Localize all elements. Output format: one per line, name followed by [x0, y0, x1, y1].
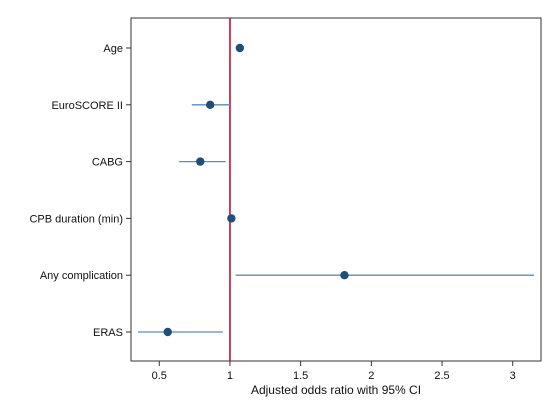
category-label: CABG [92, 157, 123, 169]
chart-marks: 0.5 1 1.5 2 2.5 3 Age EuroSCORE II CABG CPB durat… [29, 18, 534, 382]
odds-ratio-point [205, 100, 215, 110]
x-axis-title: Adjusted odds ratio with 95% CI [251, 383, 421, 397]
plot-frame [130, 17, 542, 362]
odds-ratio-point [196, 157, 205, 166]
odds-ratio-point [340, 271, 349, 280]
x-tick-label: 1.5 [293, 370, 308, 382]
category-label: ERAS [93, 327, 123, 339]
category-label: Any complication [40, 270, 123, 282]
x-tick-label: 1 [227, 370, 233, 382]
odds-ratio-point [163, 327, 172, 337]
x-tick-label: 2 [368, 370, 374, 382]
x-tick-label: 0.5 [152, 370, 167, 382]
x-tick-label: 2.5 [434, 370, 449, 382]
odds-ratio-point [235, 43, 245, 53]
x-tick-label: 3 [510, 370, 516, 382]
category-label: CPB duration (min) [29, 213, 123, 225]
category-label: EuroSCORE II [51, 100, 123, 112]
odds-ratio-point [227, 214, 236, 223]
category-label: Age [103, 43, 123, 55]
